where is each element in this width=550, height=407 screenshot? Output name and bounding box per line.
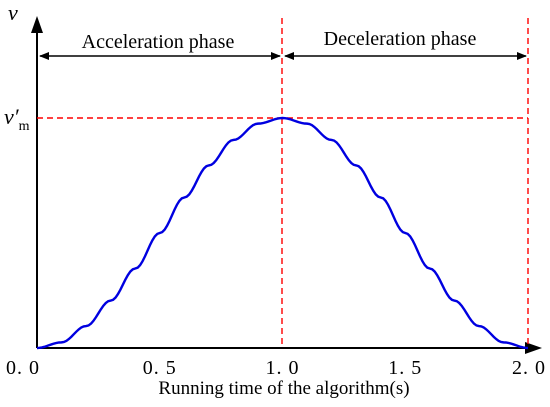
- y-axis-arrowhead: [31, 16, 43, 33]
- velocity-curve-series: [36, 116, 529, 350]
- x-tick-label: 1. 0: [266, 357, 300, 379]
- x-tick-label: 0. 0: [6, 357, 40, 379]
- x-tick-label: 2. 0: [512, 357, 546, 379]
- x-tick-label: 1. 5: [388, 357, 422, 379]
- acceleration-phase-label: Acceleration phase: [82, 31, 235, 53]
- x-tick-labels: 0. 0 0. 5 1. 0 1. 5 2. 0: [6, 357, 546, 379]
- deceleration-phase-label: Deceleration phase: [324, 28, 477, 50]
- peak-velocity-sub: m: [19, 119, 30, 134]
- peak-velocity-label: v′m: [4, 104, 30, 134]
- x-tick-label: 0. 5: [143, 357, 177, 379]
- x-axis-arrowhead: [525, 342, 542, 354]
- peak-velocity-main: v′: [4, 104, 20, 129]
- x-axis-title: Running time of the algorithm(s): [158, 378, 409, 399]
- y-axis-label: v: [8, 0, 18, 25]
